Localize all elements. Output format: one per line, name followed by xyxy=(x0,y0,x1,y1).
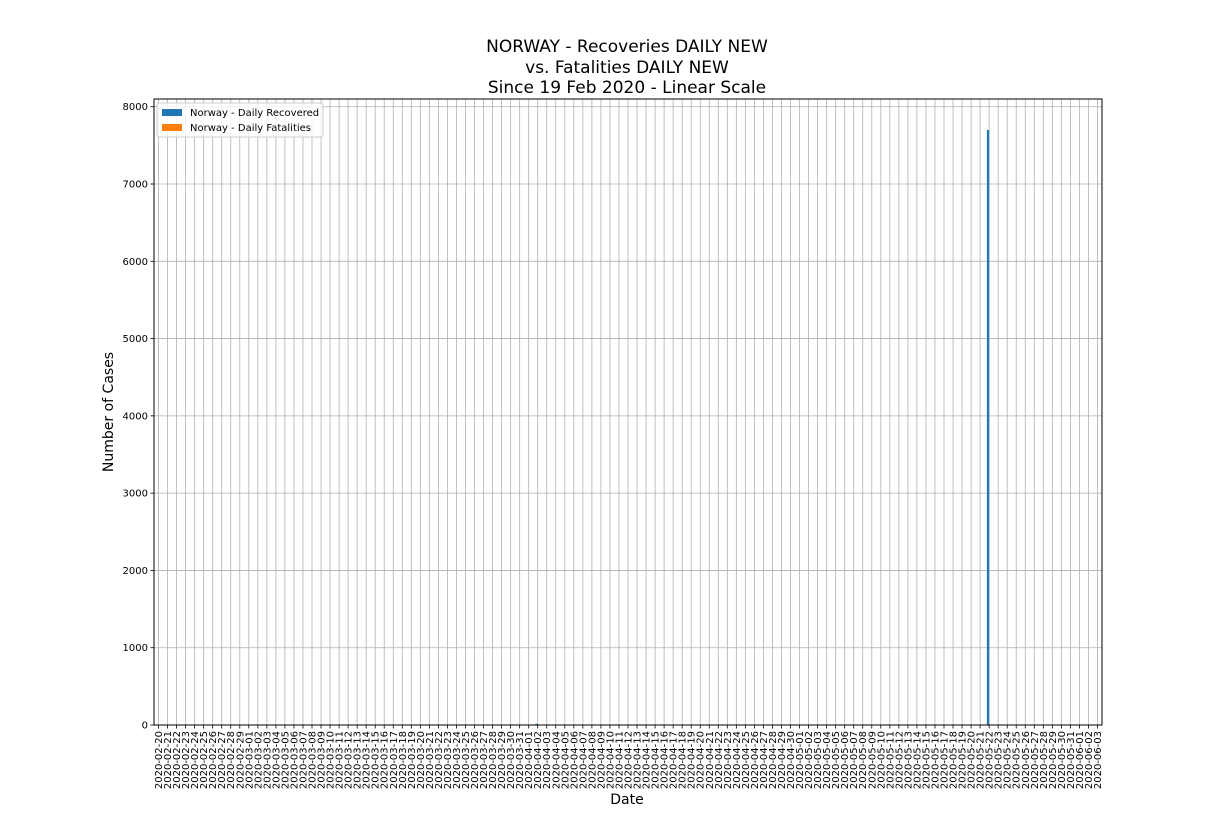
y-tick-label: 7000 xyxy=(123,180,148,191)
legend-swatch-fatalities xyxy=(162,124,182,131)
x-axis-ticks: 2020-02-202020-02-212020-02-222020-02-23… xyxy=(154,725,1104,789)
legend-label-fatalities: Norway - Daily Fatalities xyxy=(190,123,311,134)
y-tick-label: 5000 xyxy=(123,334,148,345)
y-tick-label: 2000 xyxy=(123,566,148,577)
chart-title-line-3: Since 19 Feb 2020 - Linear Scale xyxy=(488,78,766,98)
y-tick-label: 3000 xyxy=(123,489,148,500)
x-tick-label: 2020-06-03 xyxy=(1093,731,1104,789)
legend-swatch-recovered xyxy=(162,109,182,116)
chart-title-line-2: vs. Fatalities DAILY NEW xyxy=(525,58,729,78)
y-tick-label: 1000 xyxy=(123,643,148,654)
y-axis-label: Number of Cases xyxy=(101,352,117,472)
x-axis-label: Date xyxy=(610,792,643,808)
legend: Norway - Daily Recovered Norway - Daily … xyxy=(157,103,323,137)
chart-title: NORWAY - Recoveries DAILY NEW vs. Fatali… xyxy=(486,37,768,98)
y-tick-label: 8000 xyxy=(123,102,148,113)
bar-recovered xyxy=(987,130,989,725)
legend-label-recovered: Norway - Daily Recovered xyxy=(190,108,319,119)
chart-title-line-1: NORWAY - Recoveries DAILY NEW xyxy=(486,37,768,57)
y-tick-label: 6000 xyxy=(123,257,148,268)
y-tick-label: 0 xyxy=(142,721,148,732)
y-tick-label: 4000 xyxy=(123,411,148,422)
